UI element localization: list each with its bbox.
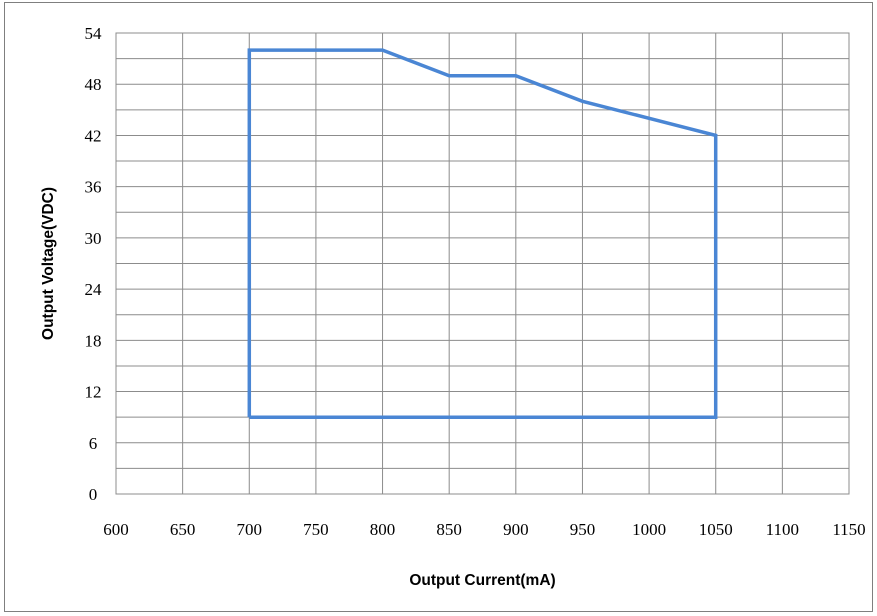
- y-tick-label: 36: [85, 178, 102, 197]
- x-tick-label: 750: [303, 520, 329, 539]
- x-tick-label: 650: [170, 520, 196, 539]
- y-tick-label: 42: [85, 126, 102, 145]
- y-tick-label: 30: [85, 229, 102, 248]
- y-tick-label: 0: [89, 485, 98, 504]
- x-axis-ticks: 600 650 700 750 800 850 900 950 1000 1050 1100 1150: [103, 520, 865, 539]
- y-tick-label: 12: [85, 383, 102, 402]
- x-axis-title: Output Current(mA): [409, 572, 555, 589]
- y-tick-label: 54: [85, 24, 103, 43]
- operating-area-chart: 0 6 12 18 24 30 36 42 48 54 600 650 700 750 800 850 900…: [40, 24, 866, 589]
- y-tick-label: 6: [89, 434, 98, 453]
- series-line: [247, 48, 718, 419]
- x-tick-label: 850: [436, 520, 462, 539]
- x-tick-label: 1050: [699, 520, 733, 539]
- y-tick-label: 18: [85, 331, 102, 350]
- x-tick-label: 600: [103, 520, 129, 539]
- y-tick-label: 24: [85, 280, 103, 299]
- x-tick-label: 700: [237, 520, 263, 539]
- y-tick-label: 48: [85, 75, 102, 94]
- y-axis-ticks: 0 6 12 18 24 30 36 42 48 54: [85, 24, 103, 504]
- grid: [115, 32, 850, 495]
- x-tick-label: 1000: [632, 520, 666, 539]
- chart-frame: 0 6 12 18 24 30 36 42 48 54 600 650 700 750 800 850 900…: [4, 2, 873, 612]
- x-tick-label: 950: [570, 520, 596, 539]
- x-tick-label: 1100: [766, 520, 799, 539]
- plot-area-border: [115, 32, 850, 495]
- y-axis-title: Output Voltage(VDC): [40, 187, 57, 340]
- series-group: [247, 48, 718, 419]
- x-tick-label: 800: [370, 520, 396, 539]
- x-tick-label: 900: [503, 520, 529, 539]
- x-tick-label: 1150: [832, 520, 865, 539]
